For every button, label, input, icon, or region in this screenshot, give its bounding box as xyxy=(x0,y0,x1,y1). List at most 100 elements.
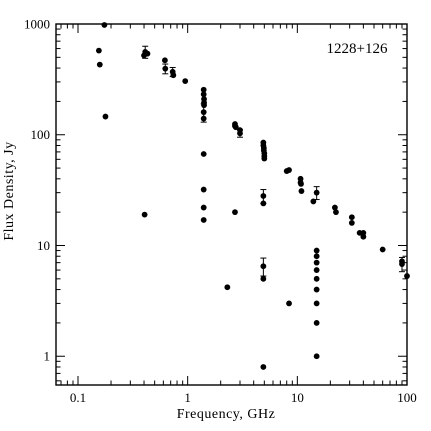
data-point xyxy=(313,300,320,307)
data-point xyxy=(144,50,151,57)
y-tick-label: 100 xyxy=(31,127,51,142)
data-point xyxy=(313,259,320,266)
data-point xyxy=(261,155,268,162)
point-marker xyxy=(313,275,320,282)
point-marker xyxy=(162,65,169,72)
data-point xyxy=(96,61,103,68)
y-tick-label: 1 xyxy=(44,349,51,364)
data-point xyxy=(298,180,304,187)
x-axis-title: Frequency, GHz xyxy=(177,407,276,422)
point-marker xyxy=(200,115,207,122)
point-marker xyxy=(102,113,109,120)
data-point xyxy=(286,300,292,307)
point-marker xyxy=(348,219,355,226)
point-marker xyxy=(313,320,320,326)
point-marker xyxy=(101,22,108,28)
y-axis-title: Flux Density, Jy xyxy=(2,141,17,240)
x-tick-label: 100 xyxy=(397,390,417,405)
point-marker xyxy=(333,209,339,216)
point-marker xyxy=(313,353,320,360)
data-point xyxy=(404,273,410,279)
data-point xyxy=(162,57,168,64)
x-tick-label: 0.1 xyxy=(70,390,86,405)
tick-labels: 0.1 1 10 100 1 10 100 1000 xyxy=(24,17,417,406)
point-marker xyxy=(313,247,320,254)
plot-border xyxy=(55,23,408,386)
data-point xyxy=(200,115,207,122)
y-tick-label: 1000 xyxy=(24,17,50,32)
point-marker xyxy=(298,188,305,194)
data-point xyxy=(102,113,109,120)
data-point xyxy=(200,217,207,223)
source-annotation: 1228+126 xyxy=(327,41,388,57)
data-point xyxy=(313,186,320,201)
data-point xyxy=(236,129,243,138)
x-tick-label: 10 xyxy=(291,390,304,405)
data-point xyxy=(333,209,339,216)
data-points xyxy=(95,22,410,370)
point-marker xyxy=(313,300,320,307)
point-marker xyxy=(232,209,238,216)
point-marker xyxy=(260,263,267,270)
point-marker xyxy=(200,91,207,98)
point-marker xyxy=(298,180,304,187)
point-marker xyxy=(313,189,320,196)
data-point xyxy=(162,63,169,75)
point-marker xyxy=(224,284,231,291)
point-marker xyxy=(182,78,189,85)
point-marker xyxy=(200,217,207,223)
data-point xyxy=(170,72,177,79)
data-point xyxy=(260,364,267,370)
point-marker xyxy=(232,124,239,131)
point-marker xyxy=(237,130,243,137)
point-marker xyxy=(260,193,267,199)
point-marker xyxy=(200,186,207,193)
data-point xyxy=(379,246,386,253)
data-point xyxy=(313,320,320,326)
point-marker xyxy=(399,261,405,267)
data-point xyxy=(313,253,320,260)
data-point xyxy=(182,78,189,85)
point-marker xyxy=(313,286,320,293)
point-marker xyxy=(200,86,207,93)
data-point xyxy=(200,151,207,157)
plot-frame xyxy=(55,23,408,386)
data-point xyxy=(200,186,207,193)
data-point xyxy=(398,256,405,273)
data-point xyxy=(313,286,320,293)
point-marker xyxy=(286,300,292,307)
data-point xyxy=(232,124,239,131)
data-point xyxy=(95,47,102,54)
point-marker xyxy=(162,57,168,64)
point-marker xyxy=(313,259,320,266)
point-marker xyxy=(260,200,267,207)
data-point xyxy=(260,275,267,282)
data-point xyxy=(313,353,320,360)
point-marker xyxy=(95,47,102,54)
data-point xyxy=(260,200,267,207)
point-marker xyxy=(200,109,207,116)
data-point xyxy=(141,211,148,218)
point-marker xyxy=(360,233,367,240)
axis-ticks xyxy=(56,23,408,385)
data-point xyxy=(360,233,367,240)
point-marker xyxy=(141,211,148,218)
point-marker xyxy=(170,72,177,79)
point-marker xyxy=(404,273,410,279)
point-marker xyxy=(313,253,320,260)
data-point xyxy=(200,86,207,93)
data-point xyxy=(313,247,320,254)
point-marker xyxy=(260,275,267,282)
data-point xyxy=(313,267,320,273)
data-point xyxy=(331,204,338,211)
data-point xyxy=(348,219,355,226)
data-point xyxy=(224,284,231,291)
point-marker xyxy=(379,246,386,253)
data-point xyxy=(232,209,238,216)
data-point xyxy=(260,257,267,277)
data-point xyxy=(101,22,108,28)
data-point xyxy=(298,188,305,194)
x-tick-label: 1 xyxy=(184,390,191,405)
point-marker xyxy=(261,155,268,162)
